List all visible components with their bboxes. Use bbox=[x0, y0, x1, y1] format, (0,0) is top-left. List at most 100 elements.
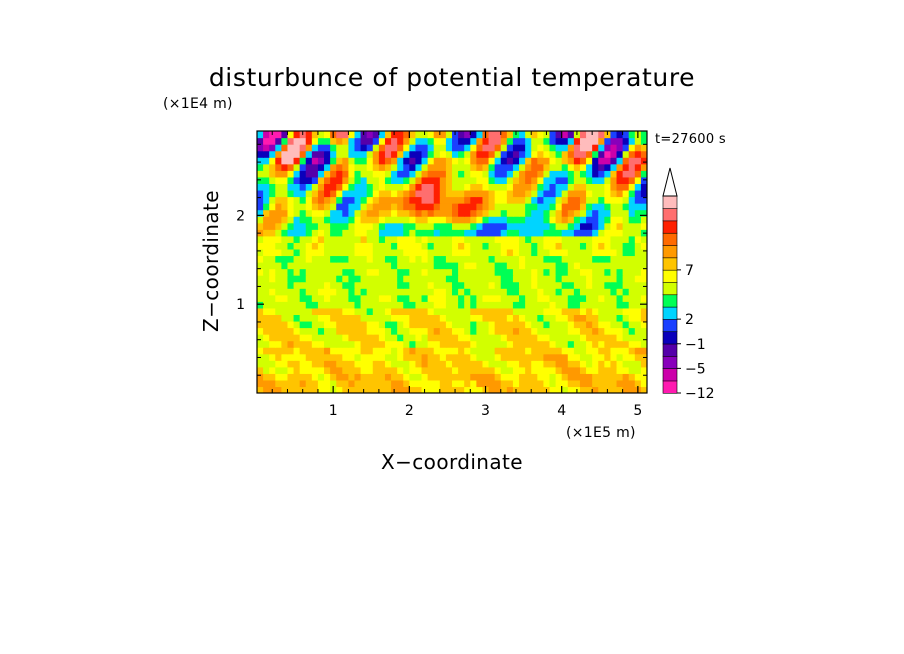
field-cell bbox=[317, 229, 325, 237]
field-cell bbox=[500, 229, 508, 237]
field-cell bbox=[512, 366, 520, 374]
field-cell bbox=[567, 242, 575, 250]
field-cell bbox=[543, 196, 551, 204]
field-cell bbox=[452, 307, 459, 315]
field-cell bbox=[525, 340, 532, 348]
field-cell bbox=[427, 203, 435, 211]
field-cell bbox=[403, 150, 410, 158]
field-cell bbox=[512, 183, 520, 191]
field-cell bbox=[299, 366, 307, 374]
field-cell bbox=[598, 137, 605, 145]
field-cell bbox=[628, 170, 636, 178]
field-cell bbox=[366, 320, 374, 329]
field-cell bbox=[439, 150, 447, 158]
field-cell bbox=[354, 360, 362, 368]
field-cell bbox=[263, 334, 270, 342]
field-cell bbox=[537, 248, 544, 257]
field-cell bbox=[610, 281, 618, 289]
field-cell bbox=[287, 255, 295, 263]
field-cell bbox=[445, 176, 453, 184]
field-cell bbox=[470, 379, 477, 388]
field-cell bbox=[427, 334, 435, 342]
field-cell bbox=[525, 373, 532, 381]
field-cell bbox=[384, 229, 392, 237]
field-cell bbox=[506, 131, 514, 139]
field-cell bbox=[537, 235, 544, 243]
field-cell bbox=[579, 320, 587, 329]
field-cell bbox=[372, 242, 380, 250]
field-cell bbox=[458, 307, 465, 315]
field-cell bbox=[433, 327, 441, 335]
field-cell bbox=[616, 379, 624, 388]
field-cell bbox=[281, 144, 289, 152]
field-cell bbox=[634, 157, 642, 165]
field-cell bbox=[470, 340, 477, 348]
field-cell bbox=[263, 347, 270, 355]
field-cell bbox=[433, 248, 441, 257]
field-cell bbox=[354, 170, 362, 178]
field-cell bbox=[281, 131, 289, 139]
field-cell bbox=[336, 373, 343, 381]
colorbar-bin bbox=[662, 318, 678, 333]
colorbar-bin bbox=[662, 306, 678, 320]
field-cell bbox=[269, 307, 276, 315]
field-cell bbox=[512, 144, 520, 152]
field-cell bbox=[342, 386, 349, 393]
field-cell bbox=[378, 366, 386, 374]
field-cell bbox=[464, 373, 471, 381]
field-cell bbox=[378, 157, 386, 165]
field-cell bbox=[305, 340, 313, 348]
field-cell bbox=[488, 268, 496, 276]
field-cell bbox=[586, 150, 593, 158]
field-cell bbox=[360, 281, 368, 289]
field-cell bbox=[500, 183, 508, 191]
field-cell bbox=[324, 307, 331, 315]
field-cell bbox=[561, 189, 569, 198]
field-cell bbox=[372, 327, 380, 335]
field-cell bbox=[287, 288, 295, 296]
field-cell bbox=[531, 157, 538, 165]
field-cell bbox=[439, 170, 447, 178]
field-cell bbox=[305, 294, 313, 302]
field-cell bbox=[324, 288, 331, 296]
colorbar-bin bbox=[662, 232, 678, 246]
field-cell bbox=[293, 301, 301, 309]
field-cell bbox=[391, 183, 398, 191]
field-cell bbox=[269, 150, 276, 158]
field-cell bbox=[452, 268, 459, 276]
field-cell bbox=[482, 360, 490, 368]
field-cell bbox=[604, 327, 612, 335]
field-cell bbox=[531, 242, 538, 250]
field-cell bbox=[549, 183, 557, 191]
field-cell bbox=[488, 281, 496, 289]
field-cell bbox=[311, 379, 319, 388]
field-cell bbox=[391, 301, 398, 309]
field-cell bbox=[616, 176, 624, 184]
field-cell bbox=[342, 203, 349, 211]
field-cell bbox=[470, 229, 477, 237]
field-cell bbox=[287, 275, 295, 283]
field-cell bbox=[622, 216, 630, 224]
field-cell bbox=[537, 203, 544, 211]
field-cell bbox=[543, 255, 551, 263]
field-cell bbox=[500, 248, 508, 257]
field-cell bbox=[311, 360, 319, 368]
field-cell bbox=[372, 189, 380, 198]
field-cell bbox=[525, 163, 532, 171]
field-cell bbox=[384, 170, 392, 178]
field-cell bbox=[263, 301, 270, 309]
field-cell bbox=[494, 386, 502, 393]
field-cell bbox=[616, 294, 624, 302]
field-cell bbox=[366, 314, 374, 322]
field-cell bbox=[555, 176, 563, 184]
field-cell bbox=[275, 137, 282, 145]
field-cell bbox=[482, 157, 490, 165]
field-cell bbox=[464, 216, 471, 224]
field-cell bbox=[263, 196, 270, 204]
field-cell bbox=[378, 360, 386, 368]
field-cell bbox=[537, 170, 544, 178]
field-cell bbox=[573, 366, 581, 374]
field-cell bbox=[494, 255, 502, 263]
field-cell bbox=[293, 347, 301, 355]
field-cell bbox=[317, 137, 325, 145]
